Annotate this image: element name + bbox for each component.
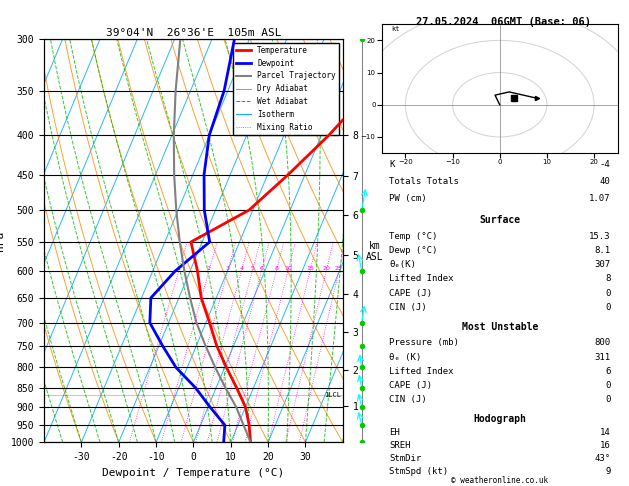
Text: 15.3: 15.3 xyxy=(589,231,611,241)
Text: 2: 2 xyxy=(207,266,211,271)
Text: Temp (°C): Temp (°C) xyxy=(389,231,437,241)
Text: StmSpd (kt): StmSpd (kt) xyxy=(389,467,448,476)
X-axis label: Dewpoint / Temperature (°C): Dewpoint / Temperature (°C) xyxy=(103,468,284,478)
Text: 43°: 43° xyxy=(594,454,611,463)
Text: PW (cm): PW (cm) xyxy=(389,194,426,203)
Title: 39°04'N  26°36'E  105m ASL: 39°04'N 26°36'E 105m ASL xyxy=(106,28,281,38)
Text: Lifted Index: Lifted Index xyxy=(389,367,454,376)
Text: 0: 0 xyxy=(605,303,611,312)
Text: θₑ(K): θₑ(K) xyxy=(389,260,416,269)
Text: -4: -4 xyxy=(600,160,611,169)
Text: 27.05.2024  06GMT (Base: 06): 27.05.2024 06GMT (Base: 06) xyxy=(416,17,591,27)
Text: Hodograph: Hodograph xyxy=(473,414,526,424)
Text: 20: 20 xyxy=(322,266,330,271)
Text: 8: 8 xyxy=(605,275,611,283)
Text: Surface: Surface xyxy=(479,215,520,226)
Text: 307: 307 xyxy=(594,260,611,269)
Text: θₑ (K): θₑ (K) xyxy=(389,353,421,362)
Text: Totals Totals: Totals Totals xyxy=(389,177,459,186)
Y-axis label: hPa: hPa xyxy=(0,230,5,251)
Text: 6: 6 xyxy=(260,266,264,271)
Text: 800: 800 xyxy=(594,338,611,347)
Text: 9: 9 xyxy=(605,467,611,476)
Text: EH: EH xyxy=(389,429,399,437)
Text: 4: 4 xyxy=(240,266,243,271)
Text: StmDir: StmDir xyxy=(389,454,421,463)
Text: 14: 14 xyxy=(600,429,611,437)
Text: CIN (J): CIN (J) xyxy=(389,396,426,404)
Text: Lifted Index: Lifted Index xyxy=(389,275,454,283)
Text: 0: 0 xyxy=(605,289,611,298)
Text: 8: 8 xyxy=(274,266,278,271)
Text: 3: 3 xyxy=(226,266,230,271)
Text: 1LCL: 1LCL xyxy=(324,392,341,398)
Legend: Temperature, Dewpoint, Parcel Trajectory, Dry Adiabat, Wet Adiabat, Isotherm, Mi: Temperature, Dewpoint, Parcel Trajectory… xyxy=(233,43,339,135)
Text: CAPE (J): CAPE (J) xyxy=(389,289,432,298)
Text: kt: kt xyxy=(391,26,400,32)
Text: © weatheronline.co.uk: © weatheronline.co.uk xyxy=(452,475,548,485)
Text: 25: 25 xyxy=(335,266,343,271)
Text: 16: 16 xyxy=(600,441,611,451)
Text: CIN (J): CIN (J) xyxy=(389,303,426,312)
Text: 40: 40 xyxy=(600,177,611,186)
Text: 5: 5 xyxy=(250,266,254,271)
Text: K: K xyxy=(389,160,394,169)
Text: 1.07: 1.07 xyxy=(589,194,611,203)
Text: 10: 10 xyxy=(284,266,292,271)
Text: SREH: SREH xyxy=(389,441,410,451)
Text: 6: 6 xyxy=(605,367,611,376)
Text: 0: 0 xyxy=(605,396,611,404)
Text: 1: 1 xyxy=(177,266,181,271)
Text: Most Unstable: Most Unstable xyxy=(462,322,538,332)
Text: 0: 0 xyxy=(605,381,611,390)
Text: CAPE (J): CAPE (J) xyxy=(389,381,432,390)
Text: 311: 311 xyxy=(594,353,611,362)
Text: Dewp (°C): Dewp (°C) xyxy=(389,246,437,255)
Text: 15: 15 xyxy=(306,266,314,271)
Text: Pressure (mb): Pressure (mb) xyxy=(389,338,459,347)
Text: 8.1: 8.1 xyxy=(594,246,611,255)
Y-axis label: km
ASL: km ASL xyxy=(366,241,384,262)
